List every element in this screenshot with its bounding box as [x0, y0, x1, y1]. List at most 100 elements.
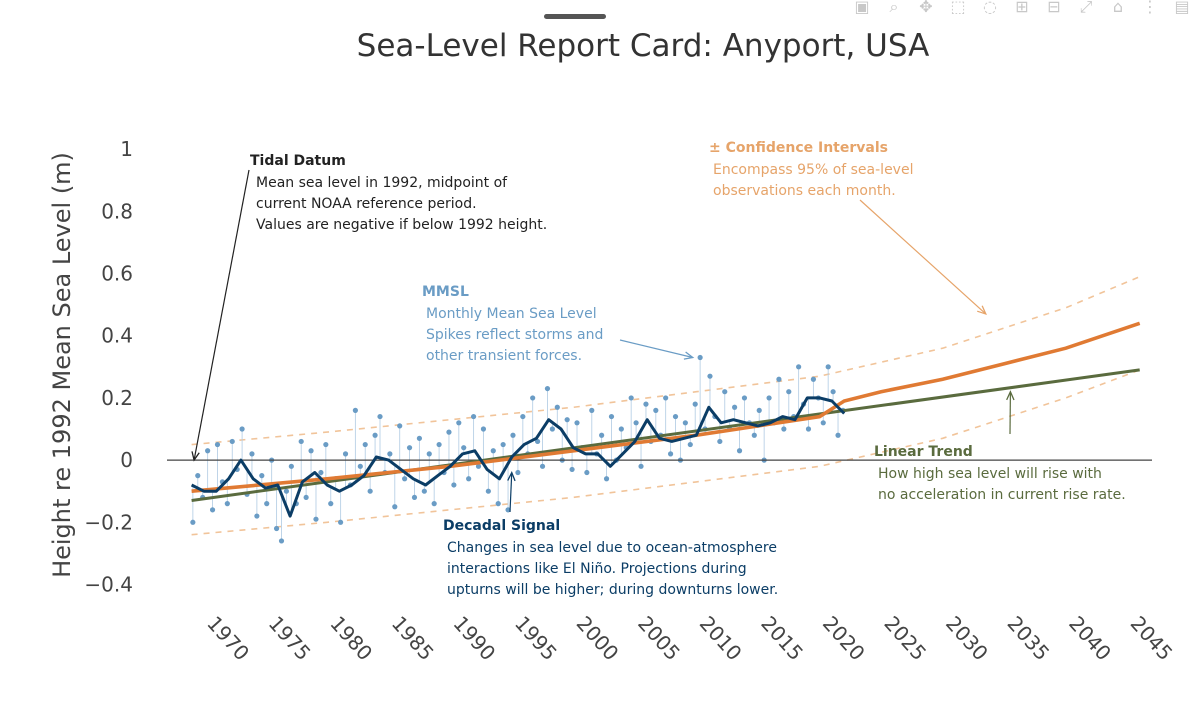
annotation-arrow-head [191, 451, 200, 462]
mmsl-point [505, 507, 511, 513]
mmsl-point [687, 441, 693, 448]
box-select-icon[interactable]: ⬚ [950, 0, 966, 16]
mmsl-annotation: MMSL Monthly Mean Sea Level Spikes reflect… [422, 284, 695, 364]
annotation-title: Tidal Datum [250, 153, 346, 169]
chart-title: Sea-Level Report Card: Anyport, USA [357, 28, 930, 64]
mmsl-point [608, 413, 615, 420]
mmsl-point [810, 376, 817, 382]
mmsl-point [229, 438, 235, 445]
mmsl-point [515, 469, 521, 476]
x-tick-label: 1995 [510, 611, 562, 665]
annotation-text: other transient forces. [426, 348, 582, 364]
mmsl-point [318, 469, 324, 476]
mmsl-point [830, 389, 836, 395]
mmsl-point [697, 354, 703, 361]
mmsl-point [362, 441, 368, 448]
annotation-arrow-head [977, 305, 987, 316]
x-tick-label: 1990 [448, 611, 500, 665]
mmsl-point [288, 463, 294, 469]
hover-compare-icon[interactable]: ▤ [1174, 0, 1190, 16]
series-lines [167, 321, 1152, 518]
mmsl-point [190, 519, 196, 525]
mmsl-point [372, 432, 378, 438]
mmsl-point [599, 432, 605, 438]
mmsl-point [209, 507, 216, 513]
mmsl-point [722, 389, 728, 395]
annotation-title: MMSL [422, 284, 469, 300]
confidence-band [191, 275, 1141, 536]
mmsl-point [554, 404, 560, 410]
annotation-arrow-head [683, 351, 695, 360]
annotation-arrow-line [619, 339, 693, 359]
annotation-text: How high sea level will rise with [878, 466, 1102, 482]
mmsl-point [564, 417, 570, 423]
mmsl-point [470, 413, 477, 420]
spike-lines-icon[interactable]: ⋮ [1142, 0, 1158, 16]
mmsl-point [387, 451, 393, 457]
mmsl-point [451, 482, 457, 488]
mmsl-point [633, 420, 639, 426]
confidence-annotation: ± Confidence Intervals Encompass 95% of s… [709, 140, 987, 316]
camera-icon[interactable]: ▣ [854, 0, 870, 16]
mmsl-point [283, 488, 290, 494]
mmsl-point [461, 445, 467, 451]
x-tick-label: 1975 [264, 611, 316, 665]
mmsl-point [667, 451, 674, 457]
pan-icon[interactable]: ✥ [919, 0, 933, 16]
mmsl-point [205, 448, 211, 454]
mmsl-point [342, 451, 349, 457]
mmsl-point [751, 432, 757, 438]
mmsl-point [392, 504, 398, 510]
annotation-title: Decadal Signal [443, 518, 560, 534]
mmsl-point [544, 385, 551, 392]
mmsl-point [500, 441, 506, 448]
mmsl-point [741, 395, 748, 401]
mmsl-point [397, 423, 403, 429]
decadal-signal-line [190, 396, 846, 518]
mmsl-point [539, 463, 546, 469]
annotation-text: Encompass 95% of sea-level [713, 162, 913, 178]
x-tick-label: 1985 [387, 611, 439, 665]
mmsl-point [352, 407, 358, 413]
drag-handle[interactable] [544, 14, 606, 19]
mmsl-point [736, 448, 743, 454]
annotation-arrow-line [509, 472, 513, 513]
mmsl-point [535, 438, 541, 445]
lasso-icon[interactable]: ◌ [983, 0, 997, 16]
mmsl-point [416, 435, 423, 441]
mmsl-point [618, 426, 624, 432]
mmsl-point [672, 413, 679, 420]
annotation-text: Mean sea level in 1992, midpoint of [256, 175, 508, 191]
autoscale-icon[interactable]: ⤢ [1079, 0, 1093, 16]
mmsl-point [367, 488, 373, 494]
mmsl-point [323, 441, 329, 448]
annotation-title: ± Confidence Intervals [709, 140, 888, 156]
mmsl-point [786, 389, 792, 395]
tidal-annotation: Tidal Datum Mean sea level in 1992, midpo… [191, 153, 547, 462]
zoom-icon[interactable]: ⌕ [889, 0, 899, 16]
mmsl-point [825, 364, 831, 370]
zoom-out-icon[interactable]: ⊟ [1047, 0, 1061, 16]
mmsl-point [298, 438, 304, 445]
x-tick-label: 2035 [1003, 611, 1055, 665]
mmsl-point [805, 426, 812, 432]
mmsl-point [328, 501, 334, 507]
mmsl-point [776, 376, 782, 382]
x-tick-label: 2030 [941, 611, 993, 665]
mmsl-point [628, 395, 634, 401]
mmsl-point [431, 501, 437, 507]
mmsl-point [584, 469, 590, 476]
mmsl-point [603, 476, 610, 482]
y-tick-label: −0.4 [84, 572, 133, 596]
mmsl-point [239, 426, 245, 432]
zoom-in-icon[interactable]: ⊞ [1015, 0, 1029, 16]
mmsl-point [259, 473, 265, 479]
home-icon[interactable]: ⌂ [1112, 0, 1124, 16]
x-axis: 1970 1975 1980 1985 1990 1995 2000 2005 2010 2015… [202, 611, 1177, 665]
x-tick-label: 2020 [818, 611, 870, 665]
mmsl-point [264, 501, 270, 507]
annotation-arrow-line [859, 199, 987, 315]
mmsl-point [549, 426, 555, 432]
mmsl-point [495, 501, 501, 507]
lower-confidence-line [191, 369, 1140, 536]
